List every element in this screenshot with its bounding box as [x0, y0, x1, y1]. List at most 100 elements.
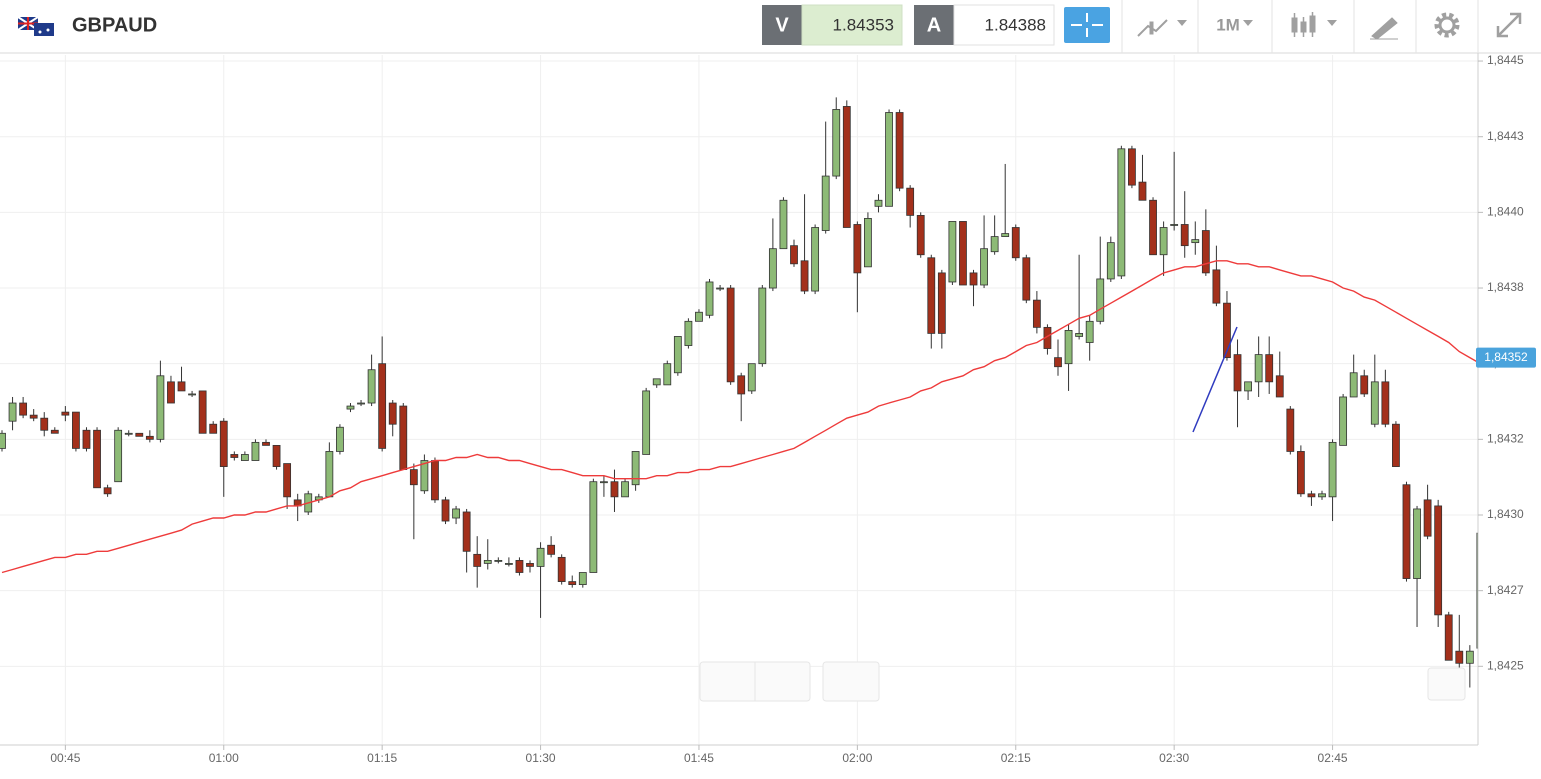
- candle-body: [1201, 230, 1210, 274]
- y-tick-label: 1,8440: [1487, 205, 1524, 219]
- candle-body: [948, 221, 957, 283]
- sell-price: 1.84353: [833, 15, 894, 34]
- candle-body: [188, 393, 196, 396]
- candle-body: [1096, 278, 1105, 322]
- candle-body: [536, 547, 545, 567]
- y-tick-label: 1,8445: [1487, 53, 1524, 67]
- candle-body: [504, 563, 513, 565]
- candle-body: [1307, 493, 1316, 498]
- candle-body: [990, 236, 999, 253]
- candle-body: [452, 508, 460, 519]
- candle-body: [811, 227, 820, 292]
- candle-body: [589, 481, 598, 573]
- y-tick-label: 1,8425: [1487, 658, 1524, 672]
- candle-body: [283, 463, 292, 498]
- candle-body: [262, 441, 270, 446]
- chart-type-icon[interactable]: [1137, 19, 1187, 37]
- candle-body: [1223, 302, 1231, 359]
- candle-body: [1423, 499, 1432, 537]
- price-label-box: [1476, 347, 1536, 368]
- candle-body: [1265, 354, 1274, 383]
- candle-body: [61, 411, 70, 416]
- settings-icon[interactable]: [1434, 12, 1460, 38]
- candle-body: [177, 381, 186, 392]
- y-tick-label: 1,8443: [1487, 129, 1524, 143]
- candle-body: [663, 363, 672, 386]
- candle-body: [272, 444, 281, 467]
- candle-body: [610, 481, 619, 498]
- candle-body: [642, 390, 651, 455]
- candle-body: [1233, 354, 1242, 392]
- candle-body: [1054, 357, 1062, 368]
- candle-body: [1444, 614, 1453, 661]
- candle-body: [515, 559, 524, 573]
- candle-body: [1413, 508, 1421, 579]
- candle-body: [578, 572, 587, 586]
- x-tick-label: 01:30: [526, 751, 556, 765]
- candle-body: [29, 414, 38, 419]
- candle-body: [103, 487, 112, 495]
- y-tick-label: 1,8432: [1487, 432, 1524, 446]
- candle-body: [526, 563, 534, 567]
- candle-body: [378, 363, 387, 449]
- candle-body: [1455, 650, 1464, 664]
- candle-body: [1128, 148, 1136, 186]
- axes: 1,84451,84431,84401,84381,84351,84321,84…: [50, 53, 1536, 765]
- crosshair-button[interactable]: [1064, 7, 1110, 43]
- candle-body: [1138, 181, 1147, 201]
- candle-body: [1001, 233, 1010, 237]
- sell-price-box[interactable]: [801, 4, 903, 46]
- candle-body: [431, 460, 439, 501]
- candle-body: [652, 378, 661, 386]
- fullscreen-icon[interactable]: [1496, 12, 1522, 38]
- candle-body: [494, 559, 503, 562]
- buy-label: A: [927, 14, 941, 36]
- candle-body: [1011, 227, 1020, 259]
- candle-body: [50, 429, 59, 434]
- separators: [1121, 0, 1479, 53]
- candle-body: [0, 432, 6, 449]
- y-tick-label: 1,8430: [1487, 507, 1524, 521]
- candle-body: [1191, 239, 1200, 244]
- buy-price: 1.84388: [985, 15, 1046, 34]
- candle-body: [483, 559, 492, 564]
- candle-body: [357, 402, 365, 405]
- candle-body: [906, 187, 915, 216]
- candle-body: [969, 272, 978, 286]
- candle-body: [346, 405, 355, 410]
- candle-body: [916, 214, 925, 256]
- trend-line: [1192, 326, 1238, 433]
- candle-body: [821, 175, 830, 231]
- moving-average-line: [1, 260, 1478, 574]
- grid: [0, 55, 1478, 745]
- candle-icon[interactable]: [1291, 12, 1337, 37]
- candle-body: [1254, 354, 1263, 383]
- candle-body: [19, 402, 28, 416]
- x-tick-label: 02:30: [1159, 751, 1189, 765]
- draw-icon[interactable]: [1370, 17, 1398, 40]
- timeframe[interactable]: 1M: [1216, 15, 1240, 34]
- candle-body: [737, 375, 746, 395]
- candle-body: [1106, 242, 1115, 280]
- candle-body: [747, 363, 756, 392]
- candle-body: [399, 405, 408, 471]
- candle-body: [1465, 650, 1474, 664]
- candle-body: [853, 224, 862, 274]
- x-tick-label: 02:15: [1001, 751, 1031, 765]
- candle-body: [240, 454, 249, 461]
- zoom-buttons[interactable]: [699, 661, 1466, 702]
- sell-button[interactable]: [762, 5, 802, 45]
- candle-body: [895, 112, 904, 189]
- candle-body: [1032, 299, 1041, 328]
- candle-body: [198, 390, 207, 434]
- candle-body: [547, 544, 556, 555]
- candle-body: [832, 109, 841, 177]
- buy-price-box[interactable]: [953, 4, 1055, 46]
- plot: [0, 97, 1478, 688]
- candle-body: [557, 556, 566, 582]
- buy-button[interactable]: [914, 5, 954, 45]
- candle-body: [124, 432, 133, 435]
- candle-body: [1296, 451, 1305, 495]
